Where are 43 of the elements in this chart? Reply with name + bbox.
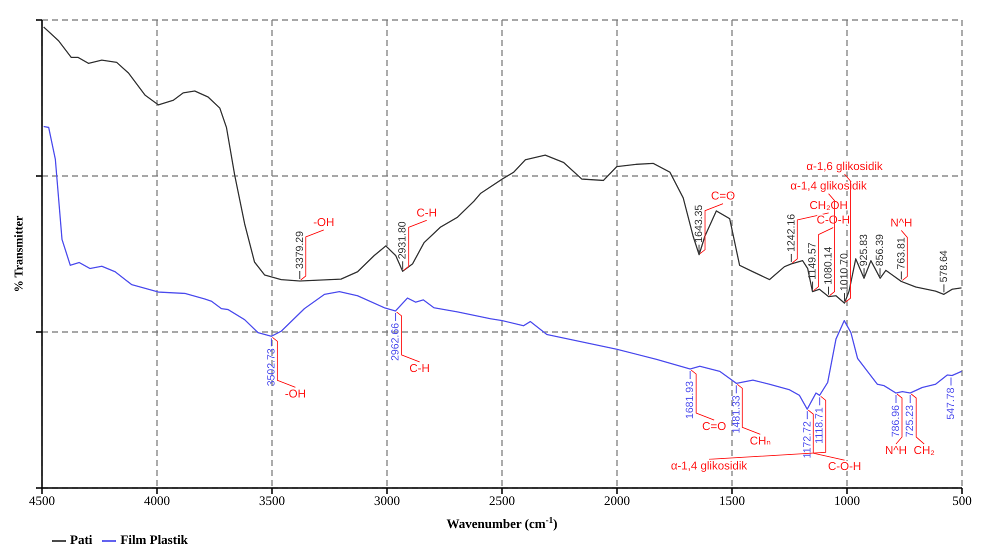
x-tick-label: 4000 xyxy=(144,493,170,508)
x-tick-label: 2000 xyxy=(604,493,630,508)
legend-label: Film Plastik xyxy=(120,532,188,547)
x-tick-label: 3500 xyxy=(259,493,285,508)
annotation: N^H xyxy=(890,217,912,230)
x-tick-label: 1000 xyxy=(834,493,860,508)
annotation: 547.78 xyxy=(945,387,958,420)
annotation: -OH xyxy=(284,388,306,400)
annotation: 2962.66 xyxy=(390,322,402,361)
annotation: 1118.71 xyxy=(814,407,826,444)
x-tick-label: 500 xyxy=(952,493,972,508)
annotation: N^H xyxy=(884,445,908,458)
annotation: 578.64 xyxy=(938,250,950,282)
legend-label: Pati xyxy=(70,532,92,547)
annotation: 1242.16 xyxy=(785,214,798,252)
annotation: C-O-H xyxy=(828,461,862,474)
x-tick-label: 3000 xyxy=(374,493,400,508)
annotation: C=O xyxy=(702,421,726,434)
annotation: 3502.73 xyxy=(265,348,278,386)
annotation: CHₙ xyxy=(750,435,771,448)
annotation: C=O xyxy=(711,190,736,203)
y-axis-title: % Transmitter xyxy=(11,215,26,292)
annotation: 1643.35 xyxy=(693,204,706,243)
annotation: CH₂ xyxy=(914,445,935,458)
annotation: C-H xyxy=(409,362,430,375)
x-tick-label: 4500 xyxy=(29,493,55,508)
x-tick-label: 1500 xyxy=(719,493,745,508)
annotation: 2931.80 xyxy=(396,221,409,260)
annotation: 1481.33 xyxy=(730,395,742,434)
x-axis-title: Wavenumber (cm$^{-1}$) xyxy=(446,515,558,531)
annotation: 3379.29 xyxy=(294,230,306,269)
annotation: 1080.14 xyxy=(822,246,835,285)
annotation: 925.83 xyxy=(858,234,870,266)
annotation: 1681.93 xyxy=(684,380,696,420)
annotation: α-1,4 glikosidik xyxy=(670,460,748,472)
annotation: 1149.57 xyxy=(806,242,819,280)
annotation: α-1,6 glikosidik xyxy=(806,161,883,174)
x-tick-label: 2500 xyxy=(489,493,515,508)
annotation: -OH xyxy=(313,216,334,229)
annotation: C-H xyxy=(416,207,437,220)
annotation: 1010.70 xyxy=(838,252,851,292)
annotation: 1172.72 xyxy=(801,421,814,458)
annotation: 856.39 xyxy=(874,234,886,266)
